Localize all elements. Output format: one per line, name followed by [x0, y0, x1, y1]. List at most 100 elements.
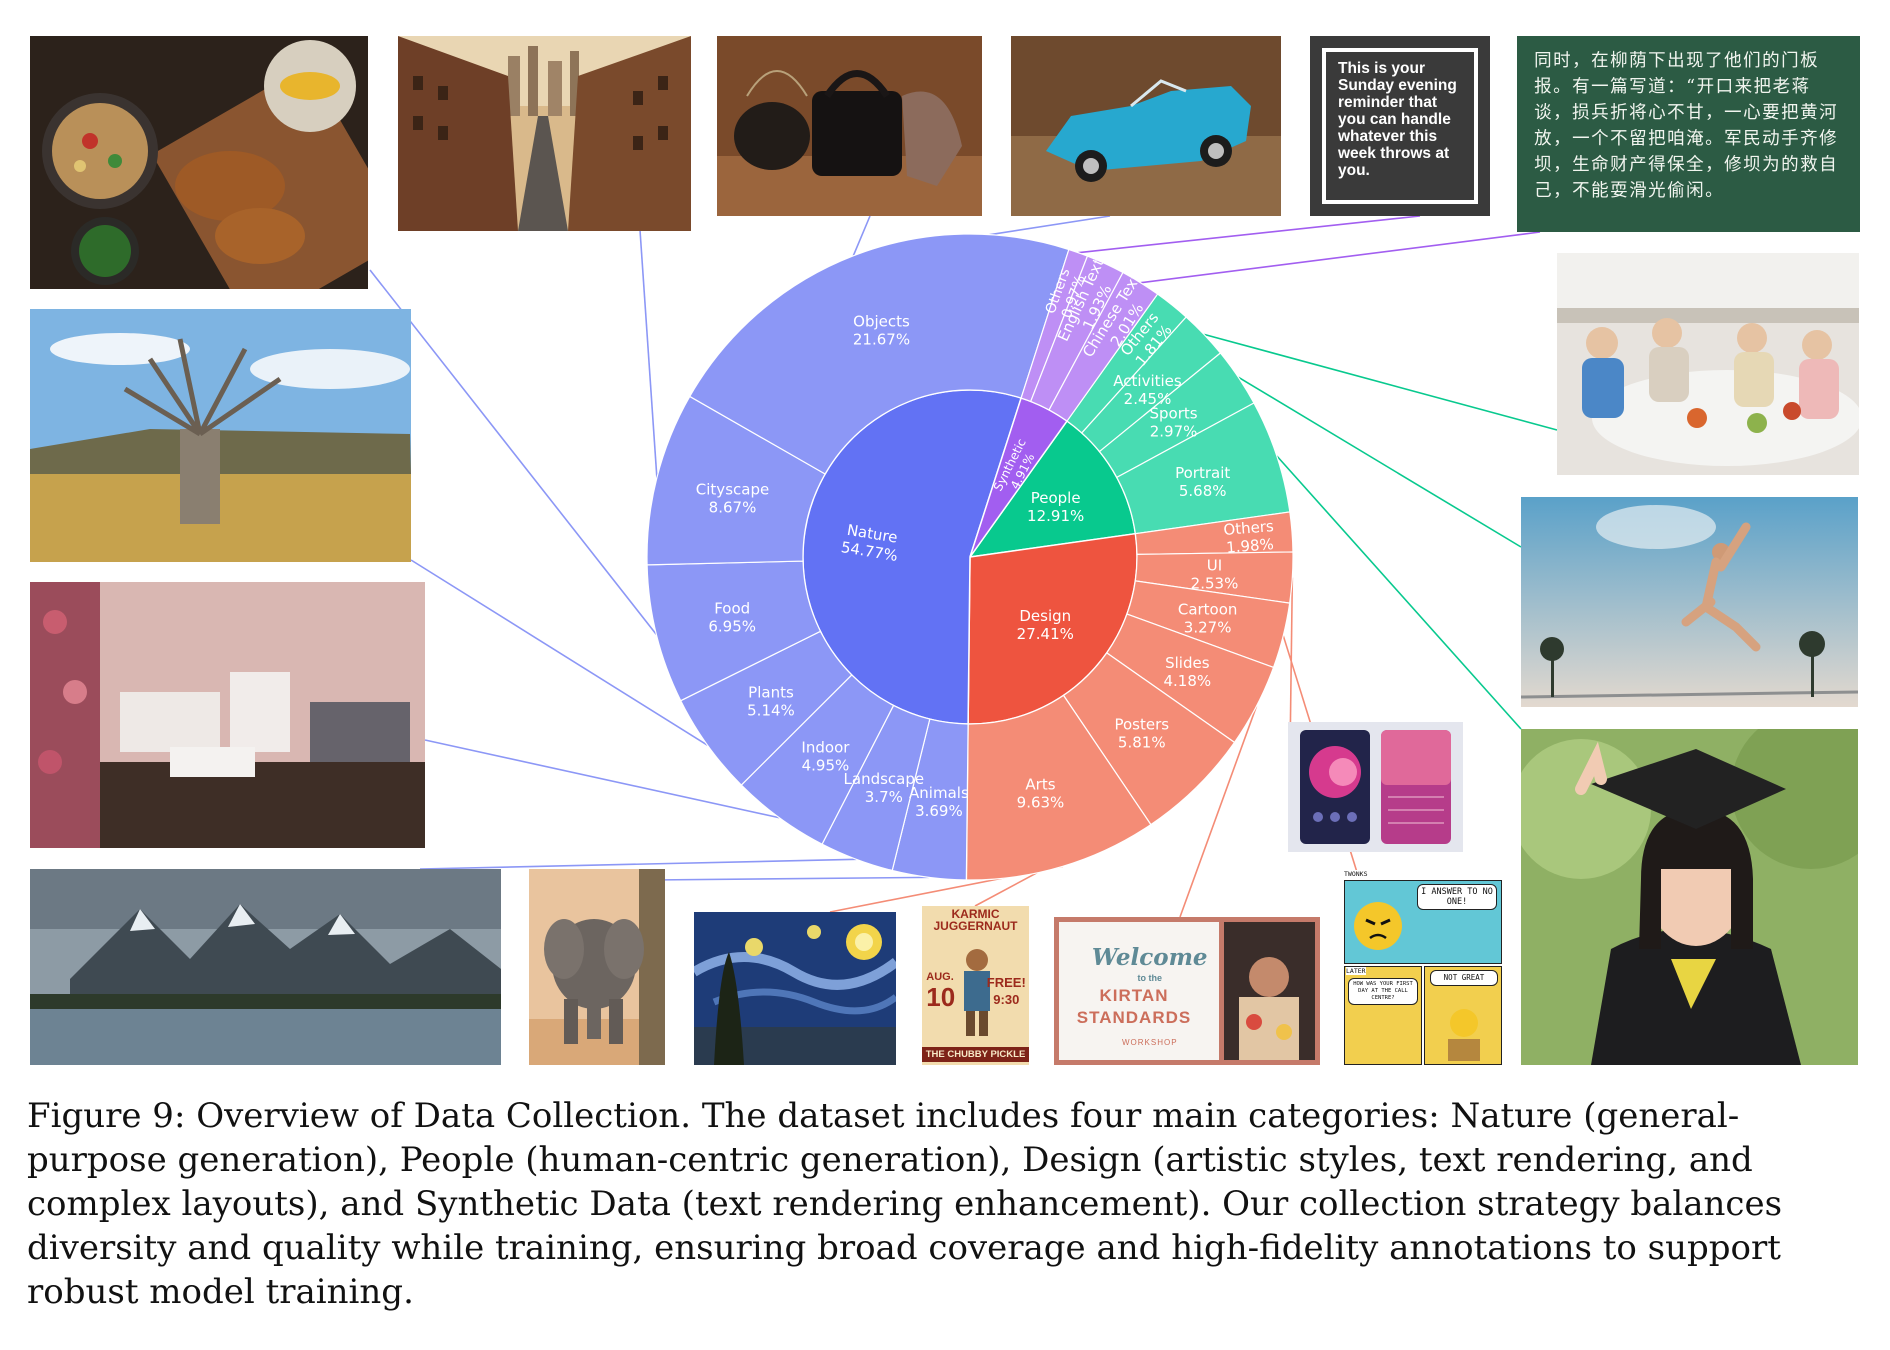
- graduate-portrait-photo: [1521, 729, 1858, 1065]
- label-nature-cityscape-value: 8.67%: [709, 499, 757, 517]
- label-nature-plants-name: Plants: [748, 684, 794, 702]
- welcome-slide: Welcome to the KIRTAN STANDARDS WORKSHOP: [1054, 917, 1320, 1065]
- poster-free-text: FREE!: [986, 975, 1026, 991]
- label-design-others-value: 1.98%: [1226, 535, 1275, 557]
- slide-title: Welcome: [1091, 943, 1208, 971]
- cartoon-comic: TWONKS I ANSWER TO NO ONE! LATER HOW WAS…: [1342, 870, 1502, 1065]
- poster-free: FREE! 9:30: [987, 974, 1026, 1008]
- leader-line-nature-animals-12: [649, 876, 929, 881]
- label-nature-animals-value: 3.69%: [915, 802, 963, 820]
- toy-car-photo: [1011, 36, 1281, 216]
- poster-title: KARMIC JUGGERNAUT: [933, 906, 1018, 933]
- leader-line-nature-cityscape-1: [639, 229, 658, 478]
- label-nature-plants-value: 5.14%: [747, 702, 795, 720]
- label-design-ui-value: 2.53%: [1191, 574, 1239, 592]
- label-inner-people-name: People: [1031, 489, 1081, 507]
- leader-line-nature-indoor-9: [424, 739, 780, 819]
- label-inner-design-value: 27.41%: [1017, 625, 1074, 643]
- leader-line-design-slides-16: [1179, 705, 1258, 918]
- label-inner-people-value: 12.91%: [1027, 507, 1084, 525]
- poster-day: 10: [926, 981, 956, 1012]
- comic-bubble-3: NOT GREAT: [1430, 970, 1498, 986]
- label-people-sports-name: Sports: [1150, 404, 1198, 422]
- poster-footer: THE CHUBBY PICKLE: [922, 1046, 1029, 1062]
- label-nature-objects-value: 21.67%: [853, 330, 910, 348]
- baobab-tree-photo: [30, 309, 411, 562]
- sunburst-labels: Others1.81%Activities2.45%Sports2.97%Por…: [696, 255, 1275, 820]
- leader-line-synthetic-others-4: [1078, 215, 1421, 254]
- food-photo: [30, 36, 368, 289]
- mountain-lake-photo: [30, 869, 501, 1065]
- label-design-posters-name: Posters: [1114, 715, 1169, 733]
- label-design-arts-value: 9.63%: [1017, 793, 1065, 811]
- label-design-cartoon-name: Cartoon: [1178, 600, 1238, 618]
- label-nature-indoor-name: Indoor: [801, 739, 850, 757]
- label-nature-indoor-value: 4.95%: [802, 757, 850, 775]
- city-street-photo: [398, 36, 691, 231]
- figure: Others 1.81% Activities 2.45% Sports 2.97% Por…: [30, 36, 1860, 1065]
- label-design-slides-value: 4.18%: [1163, 672, 1211, 690]
- leader-line-synthetic-chinese-text-5: [1140, 231, 1541, 284]
- poster-date: AUG. 10: [926, 970, 955, 1010]
- label-design-arts-name: Arts: [1025, 775, 1055, 793]
- poster-time: 9:30: [993, 992, 1020, 1008]
- comic-bubble-2: HOW WAS YOUR FIRST DAY AT THE CALL CENTR…: [1348, 978, 1418, 1005]
- comic-later: LATER: [1346, 967, 1366, 975]
- label-design-slides-name: Slides: [1165, 654, 1210, 672]
- comic-author: TWONKS: [1344, 870, 1368, 878]
- sunburst-rings: [646, 233, 1294, 881]
- label-nature-cityscape-name: Cityscape: [696, 481, 769, 499]
- label-nature-animals-name: Animals: [909, 784, 969, 802]
- slide-to: to the: [1137, 973, 1163, 984]
- mobile-ui-screens: [1288, 722, 1463, 852]
- outer-segment-nature-objects: [688, 233, 1070, 475]
- label-design-ui-name: UI: [1207, 556, 1222, 574]
- label-people-portrait-name: Portrait: [1175, 464, 1230, 482]
- leader-line-nature-landscape-11: [419, 858, 857, 870]
- label-nature-food-value: 6.95%: [708, 618, 756, 636]
- text-sign-image: This is your Sunday evening reminder tha…: [1310, 36, 1490, 216]
- label-design-posters-value: 5.81%: [1118, 733, 1166, 751]
- label-design-cartoon-value: 3.27%: [1184, 618, 1232, 636]
- leader-line-people-activities-6: [1203, 333, 1558, 431]
- sunburst-chart: Others1.81%Activities2.45%Sports2.97%Por…: [369, 215, 1558, 931]
- chalkboard-text: 同时，在柳荫下出现了他们的门板报。有一篇写道：“开口来把老蒋谈，损兵折将心不甘，…: [1534, 50, 1839, 201]
- starry-night-painting: [694, 912, 896, 1065]
- basketball-dunk-photo: [1521, 497, 1858, 707]
- label-nature-food-name: Food: [714, 600, 750, 618]
- label-design-ui: UI2.53%: [1191, 556, 1239, 592]
- label-people-activities-name: Activities: [1113, 372, 1182, 390]
- label-people-portrait-value: 5.68%: [1179, 482, 1227, 500]
- leader-line-nature-objects-2: [852, 215, 871, 257]
- poster-art: KARMIC JUGGERNAUT AUG. 10 FREE! 9:30 THE C…: [922, 906, 1029, 1065]
- family-dinner-photo: [1557, 253, 1859, 475]
- label-nature-objects-name: Objects: [853, 312, 910, 330]
- label-people-sports-value: 2.97%: [1150, 422, 1198, 440]
- poster-month: AUG.: [926, 970, 954, 983]
- slide-name: KIRTAN STANDARDS: [1076, 986, 1192, 1028]
- chinese-chalkboard-image: 同时，在柳荫下出现了他们的门板报。有一篇写道：“开口来把老蒋谈，损兵折将心不甘，…: [1517, 36, 1860, 232]
- comic-bubble-1: I ANSWER TO NO ONE!: [1417, 884, 1497, 910]
- leader-line-nature-plants-7: [410, 559, 709, 747]
- sign-text: This is your Sunday evening reminder tha…: [1338, 60, 1457, 179]
- leader-line-nature-food-0: [369, 269, 658, 636]
- label-people-activities-value: 2.45%: [1124, 390, 1172, 408]
- label-inner-design-name: Design: [1019, 607, 1071, 625]
- elephant-photo: [529, 869, 665, 1065]
- label-nature-landscape-name: Landscape: [844, 770, 925, 788]
- bedroom-interior-photo: [30, 582, 425, 848]
- figure-caption: Figure 9: Overview of Data Collection. T…: [27, 1096, 1783, 1312]
